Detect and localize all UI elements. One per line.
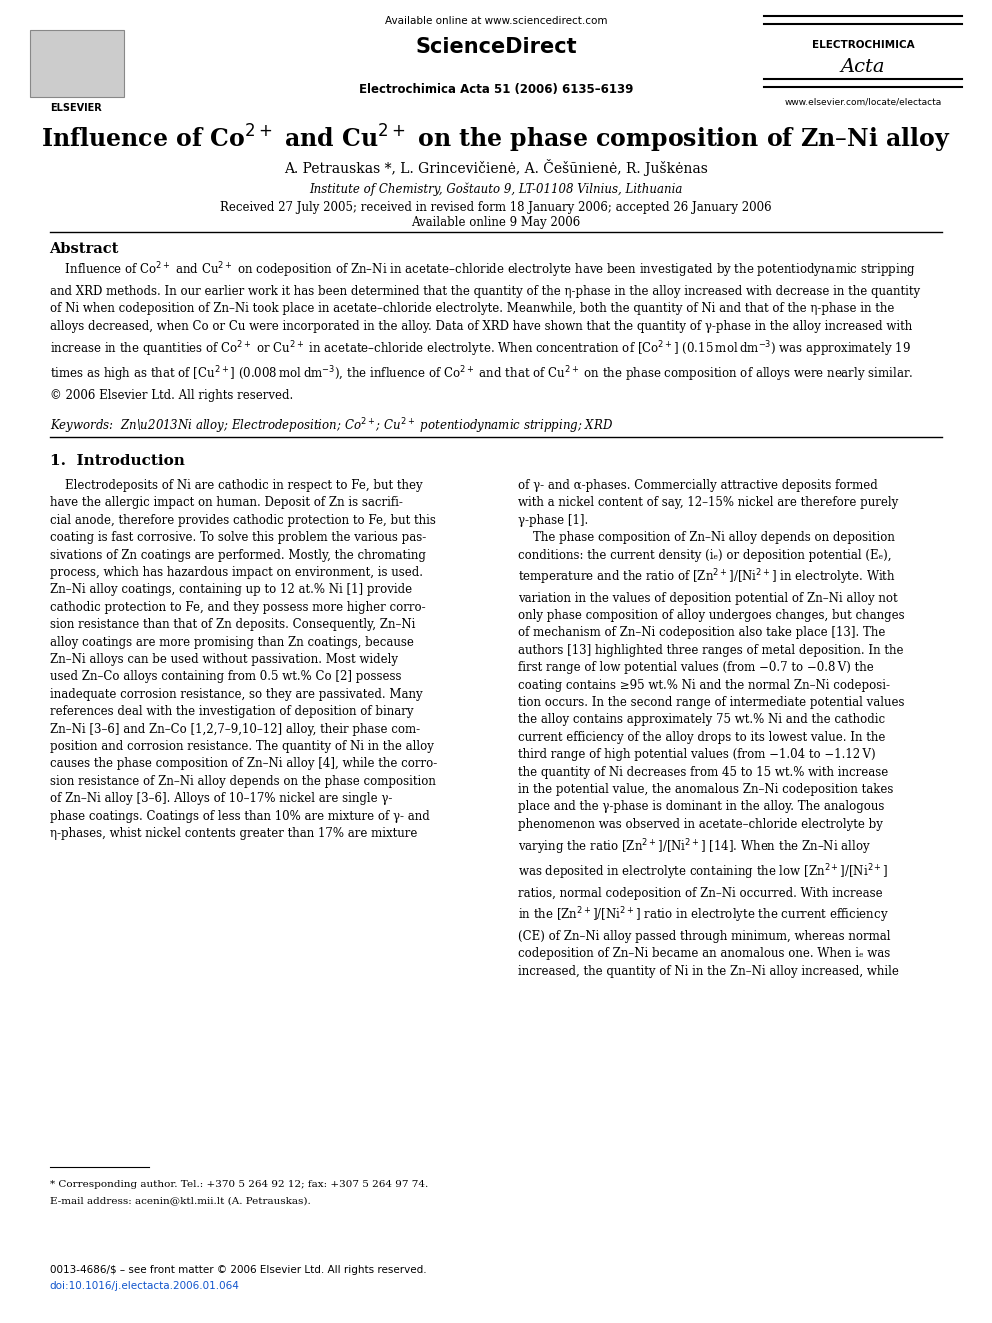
Text: A. Petrauskas *, L. Grincevičienė, A. Češūnienė, R. Juškėnas: A. Petrauskas *, L. Grincevičienė, A. Če… xyxy=(284,159,708,176)
Text: Influence of Co$^{2+}$ and Cu$^{2+}$ on codeposition of Zn–Ni in acetate–chlorid: Influence of Co$^{2+}$ and Cu$^{2+}$ on … xyxy=(50,261,920,402)
Text: Influence of Co$^{2+}$ and Cu$^{2+}$ on the phase composition of Zn–Ni alloy: Influence of Co$^{2+}$ and Cu$^{2+}$ on … xyxy=(42,123,950,155)
Text: Available online 9 May 2006: Available online 9 May 2006 xyxy=(412,216,580,229)
Text: Institute of Chemistry, Goštauto 9, LT-01108 Vilnius, Lithuania: Institute of Chemistry, Goštauto 9, LT-0… xyxy=(310,183,682,196)
FancyBboxPatch shape xyxy=(30,30,124,97)
Text: Acta: Acta xyxy=(841,58,885,77)
Text: of γ- and α-phases. Commercially attractive deposits formed
with a nickel conten: of γ- and α-phases. Commercially attract… xyxy=(518,479,905,978)
Text: * Corresponding author. Tel.: +370 5 264 92 12; fax: +307 5 264 97 74.: * Corresponding author. Tel.: +370 5 264… xyxy=(50,1180,428,1189)
Text: Available online at www.sciencedirect.com: Available online at www.sciencedirect.co… xyxy=(385,16,607,26)
Text: Received 27 July 2005; received in revised form 18 January 2006; accepted 26 Jan: Received 27 July 2005; received in revis… xyxy=(220,201,772,214)
Text: Keywords:  Zn\u2013Ni alloy; Electrodeposition; Co$^{2+}$; Cu$^{2+}$ potentiodyn: Keywords: Zn\u2013Ni alloy; Electrodepos… xyxy=(50,417,613,437)
Text: E-mail address: acenin@ktl.mii.lt (A. Petrauskas).: E-mail address: acenin@ktl.mii.lt (A. Pe… xyxy=(50,1196,310,1205)
Text: 0013-4686/$ – see front matter © 2006 Elsevier Ltd. All rights reserved.: 0013-4686/$ – see front matter © 2006 El… xyxy=(50,1265,427,1275)
Text: Electrodeposits of Ni are cathodic in respect to Fe, but they
have the allergic : Electrodeposits of Ni are cathodic in re… xyxy=(50,479,436,840)
Text: Electrochimica Acta 51 (2006) 6135–6139: Electrochimica Acta 51 (2006) 6135–6139 xyxy=(359,83,633,97)
Text: Abstract: Abstract xyxy=(50,242,119,257)
Text: ELSEVIER: ELSEVIER xyxy=(51,103,102,114)
Text: www.elsevier.com/locate/electacta: www.elsevier.com/locate/electacta xyxy=(785,98,941,107)
Text: ELECTROCHIMICA: ELECTROCHIMICA xyxy=(811,40,915,50)
Text: 1.  Introduction: 1. Introduction xyxy=(50,454,185,468)
Text: doi:10.1016/j.electacta.2006.01.064: doi:10.1016/j.electacta.2006.01.064 xyxy=(50,1281,239,1291)
Text: ScienceDirect: ScienceDirect xyxy=(416,37,576,57)
